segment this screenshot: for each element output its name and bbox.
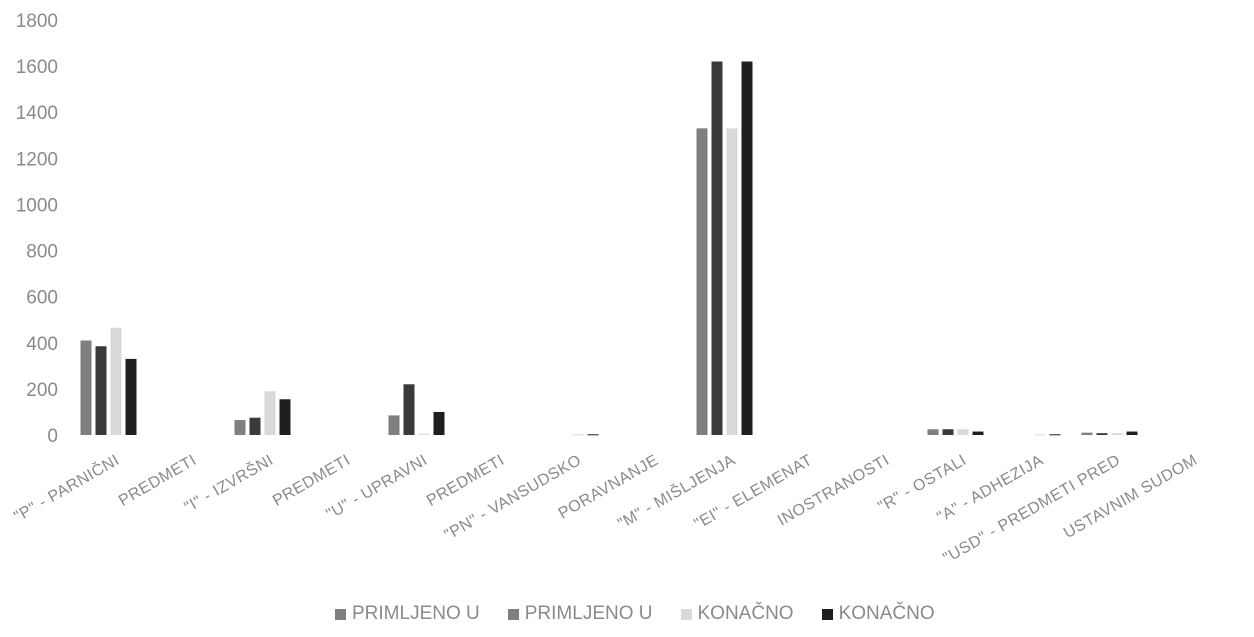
x-tick-label: "P" - PARNIČNI bbox=[10, 450, 122, 526]
bar bbox=[403, 384, 415, 435]
bar bbox=[125, 358, 137, 435]
y-tick-label: 0 bbox=[47, 426, 58, 447]
legend-item: PRIMLJENO U bbox=[507, 603, 653, 625]
legend-swatch bbox=[821, 608, 833, 620]
y-tick-label: 400 bbox=[26, 334, 58, 355]
legend-label: PRIMLJENO U bbox=[524, 603, 653, 624]
bar bbox=[234, 420, 246, 435]
bar bbox=[726, 128, 738, 435]
legend-label: KONAČNO bbox=[838, 603, 935, 624]
bar bbox=[249, 417, 261, 435]
bar bbox=[572, 434, 584, 436]
bar bbox=[972, 431, 984, 435]
legend-label: KONAČNO bbox=[697, 603, 794, 624]
bar bbox=[711, 61, 723, 435]
y-tick-label: 800 bbox=[26, 242, 58, 263]
legend-label: PRIMLJENO U bbox=[352, 603, 480, 624]
y-axis: 0 200 400 600 800 1000 1200 1400 1600 1800 bbox=[16, 11, 58, 447]
bar bbox=[1096, 433, 1108, 435]
bar bbox=[279, 399, 291, 435]
legend-item: KONAČNO bbox=[821, 603, 935, 625]
bar bbox=[1111, 433, 1123, 435]
bar bbox=[587, 434, 599, 436]
y-tick-label: 1800 bbox=[16, 11, 58, 32]
bar bbox=[741, 61, 753, 435]
bar bbox=[957, 429, 969, 435]
bar bbox=[1126, 431, 1138, 435]
bar bbox=[696, 128, 708, 435]
legend-swatch bbox=[680, 608, 692, 620]
y-tick-label: 1600 bbox=[16, 57, 58, 78]
legend-swatch bbox=[335, 608, 346, 620]
bar bbox=[927, 429, 939, 435]
bar bbox=[95, 346, 107, 435]
bar bbox=[110, 327, 122, 435]
bar bbox=[1081, 432, 1093, 435]
x-tick-label: USTAVNIM SUDOM bbox=[1061, 452, 1201, 542]
bar bbox=[433, 411, 445, 435]
y-tick-label: 1200 bbox=[16, 149, 58, 170]
y-tick-label: 600 bbox=[26, 288, 58, 309]
bar bbox=[80, 340, 92, 435]
bars bbox=[80, 61, 1138, 436]
bar bbox=[264, 391, 276, 435]
y-tick-label: 200 bbox=[26, 380, 58, 401]
legend-item: PRIMLJENO U bbox=[335, 603, 480, 625]
x-tick-label: "PN" - VANSUDSKO bbox=[442, 452, 585, 544]
bar bbox=[1049, 434, 1061, 436]
legend: PRIMLJENO U PRIMLJENO U KONAČNO KONAČNO bbox=[335, 603, 935, 625]
y-tick-label: 1000 bbox=[16, 195, 58, 216]
bar bbox=[1034, 434, 1046, 436]
legend-item: KONAČNO bbox=[680, 603, 794, 625]
bar bbox=[942, 429, 954, 435]
legend-swatch bbox=[507, 608, 519, 620]
y-tick-label: 1400 bbox=[16, 103, 58, 124]
bar bbox=[388, 415, 400, 435]
bar bbox=[418, 433, 430, 435]
